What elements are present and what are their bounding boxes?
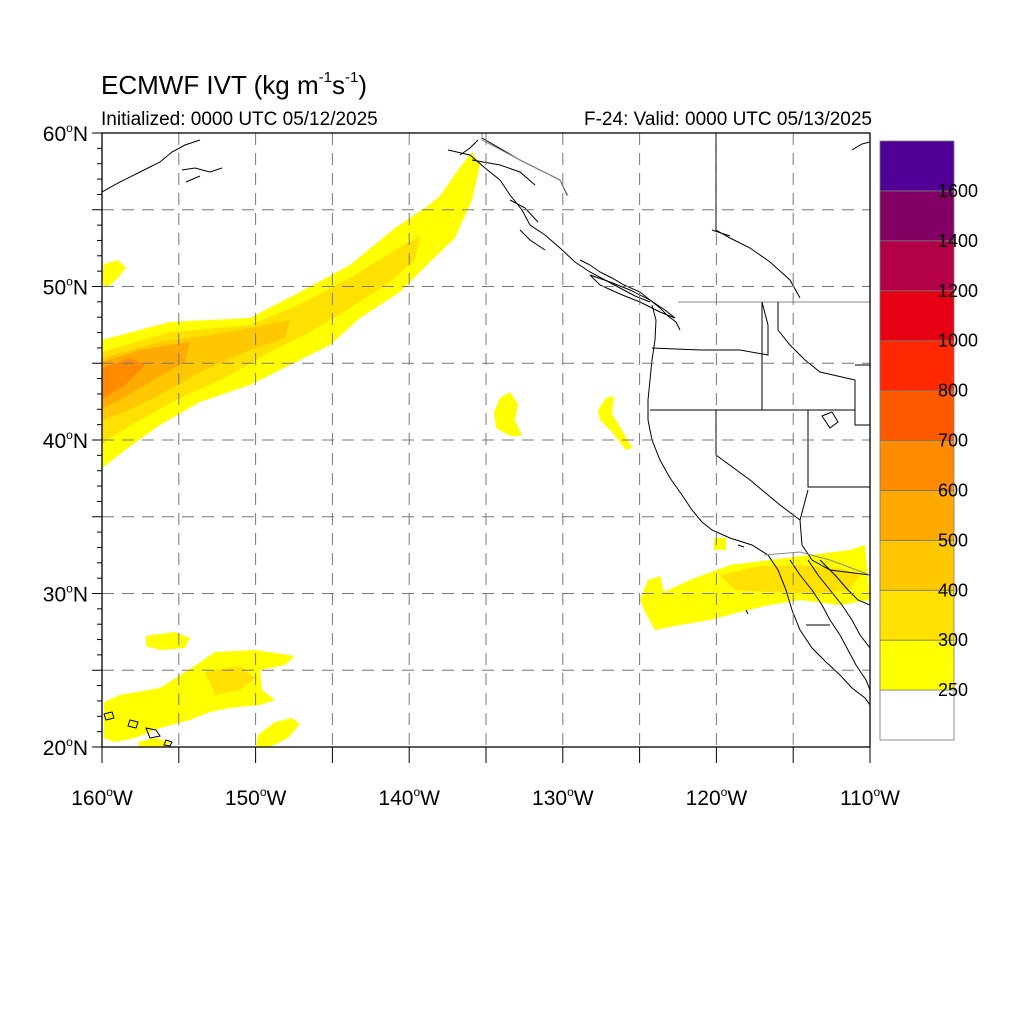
x-tick-label: 120oW [686, 785, 748, 810]
us-mexico-border [763, 551, 870, 576]
ivt-patch-offshore-2 [598, 396, 632, 450]
colorbar-swatch [879, 290, 955, 342]
gulf-of-california [789, 559, 870, 691]
axis-ticks: 160oW 150oW 140oW 130oW 120oW 110oW 60oN 50oN 40… [43, 121, 900, 810]
colorbar-swatch [879, 689, 955, 741]
wa-or-border [651, 301, 769, 356]
ivt-plume-400 [102, 320, 290, 420]
colorbar-label: 600 [938, 480, 968, 500]
idaho-border [761, 302, 870, 426]
x-tick-label: 160oW [71, 785, 133, 810]
alaska-canada-border [481, 133, 569, 197]
ivt-hawaii-4 [256, 718, 300, 747]
ivt-hawaii-5 [138, 738, 170, 747]
colorbar-label: 1600 [938, 181, 978, 201]
ivt-plume-600 [102, 358, 145, 398]
ivt-patch-north [102, 260, 126, 288]
ne-corner-coast [851, 141, 870, 151]
colorbar-swatch [879, 240, 955, 292]
bc-coast [579, 259, 681, 331]
colorbar-swatch [879, 440, 955, 491]
colorbar-swatch [879, 340, 955, 391]
y-tick-label: 40oN [43, 428, 88, 453]
colorbar-label: 250 [938, 680, 968, 700]
ivt-patch-channel [714, 538, 726, 550]
ivt-shading [102, 152, 870, 747]
ivt-plume-500 [102, 342, 190, 408]
colorbar-label: 500 [938, 530, 968, 550]
colorbar-label: 700 [938, 431, 968, 451]
ivt-hawaii-1 [146, 632, 190, 650]
y-tick-label: 30oN [43, 582, 88, 607]
us-west-coast [647, 304, 870, 706]
ivt-hawaii-2 [104, 650, 295, 742]
ivt-patch-offshore-1 [494, 392, 522, 436]
colorbar-label: 1400 [938, 231, 978, 251]
x-tick-label: 110oW [840, 785, 900, 810]
x-tick-label: 150oW [225, 785, 287, 810]
valid-time-subtitle: F-24: Valid: 0000 UTC 05/13/2025 [584, 109, 872, 130]
hawaii-islands [103, 711, 173, 747]
lake-1 [821, 411, 839, 429]
ca-islands [737, 544, 749, 615]
map-title: ECMWF IVT (kg m-1s-1) [101, 69, 367, 100]
colorbar-label: 300 [938, 630, 968, 650]
initialized-subtitle: Initialized: 0000 UTC 05/12/2025 [101, 109, 378, 130]
colorbar-label: 1200 [938, 281, 978, 301]
colorbar-swatch [879, 390, 955, 441]
colorbar-swatch [879, 490, 955, 541]
y-tick-label: 50oN [43, 275, 88, 300]
graticule [102, 133, 870, 747]
colorbar: 250 300 400 500 600 700 800 1000 1200 1400 1600 [879, 140, 978, 741]
y-tick-label: 60oN [43, 121, 88, 146]
vancouver-island [589, 274, 676, 319]
arizona-border [799, 489, 870, 576]
colorbar-label: 1000 [938, 331, 978, 351]
nevada-border [715, 410, 870, 546]
canada-hudson-border [711, 133, 801, 299]
x-tick-label: 140oW [378, 785, 440, 810]
colorbar-swatch [879, 589, 955, 641]
colorbar-label: 800 [938, 381, 968, 401]
y-tick-label: 20oN [43, 735, 88, 760]
coastlines [102, 137, 870, 747]
colorbar-swatch [879, 140, 955, 192]
colorbar-label: 400 [938, 580, 968, 600]
ivt-socal-300 [720, 565, 860, 594]
ivt-hawaii-3 [205, 666, 255, 695]
political-borders [481, 133, 870, 626]
colorbar-swatch [879, 539, 955, 591]
x-tick-label: 130oW [532, 785, 594, 810]
colorbar-swatch [879, 190, 955, 242]
